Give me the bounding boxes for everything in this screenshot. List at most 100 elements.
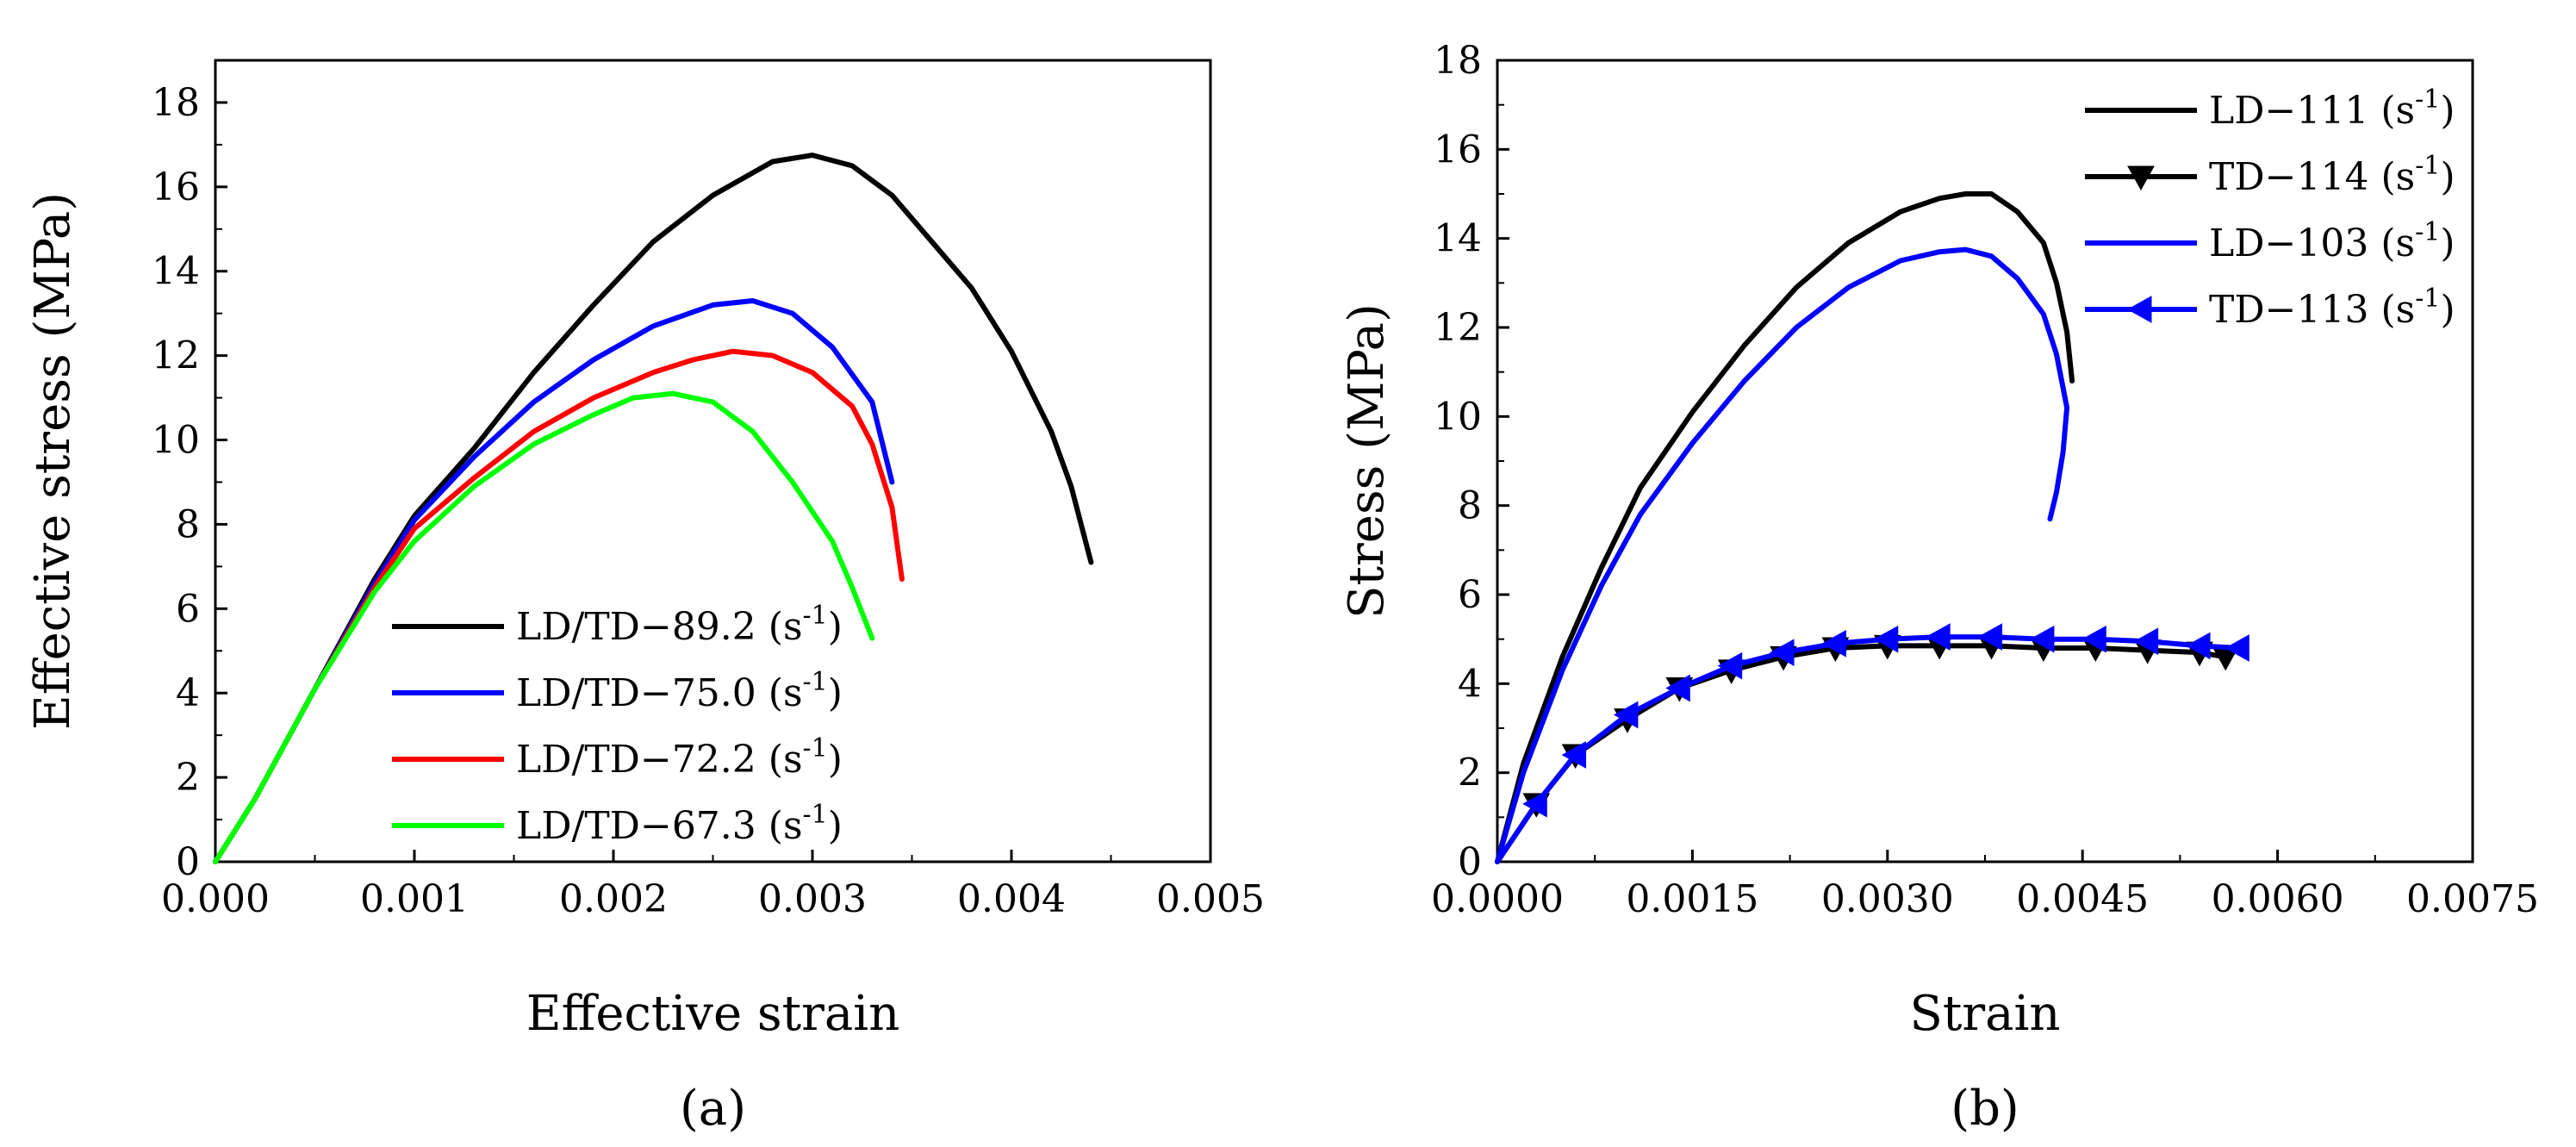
legend-close: ) [2440, 288, 2455, 332]
legend-exponent: -1 [2415, 217, 2440, 247]
legend-name: LD−111 [2209, 89, 2368, 133]
data-point-marker [1665, 674, 1690, 702]
y-tick-label: 10 [152, 419, 200, 463]
legend-exponent: -1 [803, 800, 828, 830]
legend-exponent: -1 [2415, 284, 2440, 314]
legend-close: ) [2440, 89, 2455, 133]
data-point-marker [1717, 651, 1743, 680]
legend-exponent: -1 [2415, 151, 2440, 181]
legend-label: LD/TD−75.0 (s-1) [516, 667, 843, 715]
x-tick-label: 0.000 [161, 877, 270, 921]
legend: LD−111 (s-1)TD−114 (s-1)LD−103 (s-1)TD−113(… [2085, 84, 2455, 332]
data-point-marker [1770, 639, 1795, 667]
x-tick-label: 0.002 [559, 877, 668, 921]
x-axis-title: Strain [1910, 986, 2061, 1042]
legend-close: ) [828, 804, 843, 848]
legend-label: LD/TD−72.2 (s-1) [516, 733, 843, 782]
y-tick-label: 16 [152, 165, 200, 209]
y-tick-label: 6 [1458, 573, 1482, 617]
series-line [213, 390, 875, 864]
legend-close: ) [2440, 221, 2455, 265]
x-tick-label: 0.0045 [2016, 877, 2149, 921]
y-tick-label: 16 [1434, 128, 1482, 171]
series-1 [1495, 634, 2240, 864]
x-tick-label: 0.0030 [1821, 877, 1954, 921]
data-point-marker [1977, 623, 2003, 651]
legend-unit: (s [2380, 288, 2415, 332]
legend-close: ) [828, 738, 843, 782]
legend-unit: (s [2380, 221, 2415, 265]
data-point-marker [2133, 627, 2159, 656]
legend-name: LD/TD−89.2 [516, 605, 756, 649]
legend-name: TD−113 [2209, 288, 2368, 332]
panel-b: 0.0000 0.0015 0.0030 0.0045 0.0060 0.0075 0 2 4 6… [1339, 39, 2539, 1137]
x-tick-label: 0.005 [1156, 877, 1265, 921]
y-tick-label: 4 [1458, 662, 1482, 706]
y-tick-label: 6 [176, 587, 200, 631]
legend-label: TD−113 (s-1) [2209, 284, 2455, 332]
series-line [1495, 246, 2070, 864]
data-point-marker [2081, 625, 2106, 653]
series-3 [1495, 623, 2249, 864]
legend: LD/TD−89.2 (s-1)LD/TD−75.0 (s-1)LD/TD−72.2… [392, 601, 843, 848]
series-line [1495, 191, 2075, 864]
series-2 [1495, 246, 2070, 864]
legend-marker [2127, 165, 2155, 191]
x-tick-label: 0.0015 [1626, 877, 1758, 921]
legend-name: LD/TD−67.3 [516, 804, 756, 848]
legend-exponent: -1 [2415, 84, 2440, 115]
data-point-marker [2224, 634, 2249, 662]
y-tick-label: 8 [1458, 484, 1482, 528]
legend-marker [2126, 296, 2152, 323]
legend-label: LD/TD−89.2 (s-1) [516, 601, 843, 649]
y-tick-label: 18 [1434, 39, 1482, 83]
x-tick-label: 0.001 [360, 877, 469, 921]
legend-label: LD−103 (s-1) [2209, 217, 2455, 265]
y-tick-label: 2 [176, 756, 200, 800]
series-line [1495, 634, 2242, 864]
legend-name: LD/TD−75.0 [516, 671, 756, 715]
y-tick-label: 8 [176, 502, 200, 546]
data-point-marker [1561, 741, 1587, 769]
y-tick-label: 14 [152, 250, 200, 294]
legend-unit: (s [768, 605, 803, 649]
legend-name: LD−103 [2209, 221, 2368, 265]
legend-close: ) [2440, 155, 2455, 199]
legend-exponent: -1 [803, 667, 828, 697]
x-tick-label: 0.0000 [1431, 877, 1564, 921]
y-tick-label: 12 [152, 334, 200, 378]
panel-label: (a) [680, 1081, 746, 1137]
legend-unit: (s [2380, 89, 2415, 133]
panel-label: (b) [1951, 1081, 2019, 1137]
legend-unit: (s [768, 738, 803, 782]
y-tick-label: 4 [176, 671, 200, 715]
series-3 [213, 390, 875, 864]
panel-a: 0.000 0.001 0.002 0.003 0.004 0.005 0 2 4 6 8 10 12 1… [25, 59, 1265, 1137]
legend-label: LD/TD−67.3 (s-1) [516, 800, 843, 848]
legend-exponent: -1 [803, 733, 828, 764]
legend-name: TD−114 [2209, 155, 2368, 199]
data-point-marker [2186, 632, 2211, 660]
data-point-marker [1613, 701, 1639, 729]
x-tick-label: 0.0075 [2406, 877, 2539, 921]
x-tick-label: 0.003 [758, 877, 867, 921]
legend-name: LD/TD−72.2 [516, 738, 756, 782]
legend-label: LD−111 (s-1) [2209, 84, 2455, 133]
data-point-marker [1873, 625, 1899, 653]
data-point-marker [1926, 623, 1951, 651]
series-0 [1495, 191, 2075, 864]
legend-close: ) [828, 605, 843, 649]
y-tick-label: 10 [1434, 395, 1482, 439]
legend-unit: (s [768, 671, 803, 715]
data-point-marker [2029, 625, 2055, 653]
x-tick-label: 0.004 [957, 877, 1066, 921]
data-point-marker [1821, 629, 1846, 658]
legend-unit: (s [2380, 155, 2415, 199]
x-tick-label: 0.0060 [2212, 877, 2344, 921]
x-axis-title: Effective strain [526, 986, 900, 1042]
y-tick-label: 0 [1458, 840, 1482, 884]
legend-close: ) [828, 671, 843, 715]
series-line [1495, 643, 2229, 864]
data-point-marker [1522, 789, 1547, 818]
